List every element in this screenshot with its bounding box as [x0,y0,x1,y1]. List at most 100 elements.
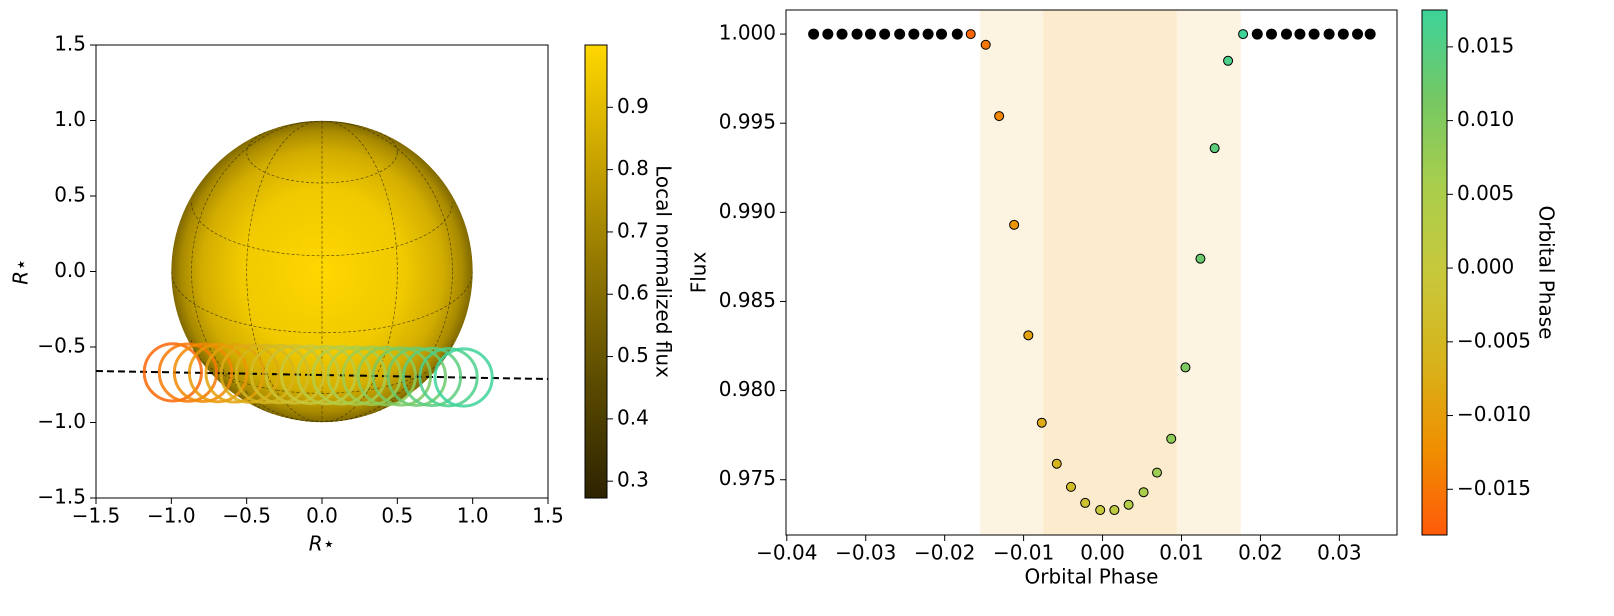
planet [386,346,448,407]
data-point [864,28,876,40]
planet [326,345,387,406]
data-point [894,28,906,40]
planet [418,347,479,408]
y-tick-label: 0.5 [54,183,86,207]
data-point [1223,55,1234,66]
data-point [1265,28,1277,40]
planet [204,343,265,404]
data-point [980,39,991,50]
data-point [1180,362,1191,373]
data-point [1123,499,1134,510]
phase-band [1043,10,1177,535]
colorbar-tick-label: 0.9 [617,94,649,118]
planet [279,344,341,405]
latitude-line [191,202,453,257]
data-point [965,29,976,40]
x-tick-label: 1.5 [532,504,564,528]
x-axis-label: R⋆ [309,532,335,556]
data-point [1195,253,1206,264]
x-tick-label: −0.03 [835,541,896,565]
planet [433,347,494,408]
data-point [1080,497,1091,508]
planet [187,342,249,404]
data-point [1152,467,1163,478]
x-tick-label: −0.04 [756,541,817,565]
y-tick-label: 1.5 [54,32,86,56]
x-tick-label: −0.5 [222,504,271,528]
data-point [1036,417,1047,428]
colorbar-tick-label: 0.7 [617,218,649,242]
data-point [1280,28,1292,40]
data-point [1051,458,1062,469]
planet [249,344,310,405]
y-tick-label: 0.990 [719,199,776,223]
x-tick-label: 1.0 [457,504,489,528]
data-point [1352,28,1364,40]
data-point [1294,28,1306,40]
colorbar-tick-label: 0.000 [1457,255,1514,279]
colorbar-tick-label: 0.8 [617,156,649,180]
x-tick-label: −1.0 [147,504,196,528]
data-point [922,28,934,40]
x-tick-label: 0.5 [381,504,413,528]
x-tick-label: 0.01 [1159,541,1204,565]
y-tick-label: 0.975 [719,466,776,490]
x-tick-label: 0.02 [1238,541,1283,565]
x-tick-label: 0.00 [1080,541,1125,565]
planet [219,343,280,404]
longitude-line [246,120,398,423]
x-tick-label: −1.5 [72,504,121,528]
x-tick-label: −0.02 [914,541,975,565]
y-tick-label: 0.995 [719,110,776,134]
axes-frame [785,9,1398,536]
data-point [1209,143,1220,154]
longitude-line [191,120,453,423]
colorbar-tick-label: −0.005 [1457,328,1531,352]
data-point [951,28,963,40]
data-point [879,28,891,40]
planet [311,345,372,406]
planet [234,343,295,405]
data-point [1364,28,1376,40]
x-tick-label: 0.03 [1317,541,1362,565]
planet [142,342,203,403]
data-point [822,28,834,40]
data-point [1166,433,1177,444]
colorbar-tick-label: 0.010 [1457,107,1514,131]
y-tick-label: 0.980 [719,377,776,401]
colorbar-label: Orbital Phase [1535,206,1559,340]
planet [371,346,432,407]
colorbar-tick-label: 0.6 [617,281,649,305]
colorbar-tick-label: 0.5 [617,343,649,367]
colorbar-tick-label: −0.010 [1457,402,1531,426]
data-point [808,28,820,40]
data-point [1251,28,1263,40]
data-point [936,28,948,40]
data-point [1009,219,1020,230]
y-tick-label: −0.5 [37,334,86,358]
data-point [1109,505,1120,516]
y-axis-label: Flux [687,252,711,294]
colorbar [584,44,608,499]
trajectory [95,370,549,381]
colorbar [1421,9,1448,536]
planet [296,344,357,406]
data-point [1308,28,1320,40]
colorbar-label: Local normalized flux [652,165,676,378]
data-point [1323,28,1335,40]
axes-frame [95,44,549,499]
colorbar-tick-label: 0.015 [1457,33,1514,57]
data-point [1138,487,1149,498]
data-point [1238,29,1249,40]
data-point [1065,481,1076,492]
x-axis-label: Orbital Phase [1025,565,1159,589]
planet [264,344,326,405]
y-tick-label: 1.0 [54,107,86,131]
y-tick-label: −1.0 [37,409,86,433]
colorbar-tick-label: 0.005 [1457,181,1514,205]
y-axis-label: R⋆ [9,258,33,284]
data-point [836,28,848,40]
y-tick-label: 0.0 [54,258,86,282]
colorbar-tick-label: 0.4 [617,405,649,429]
